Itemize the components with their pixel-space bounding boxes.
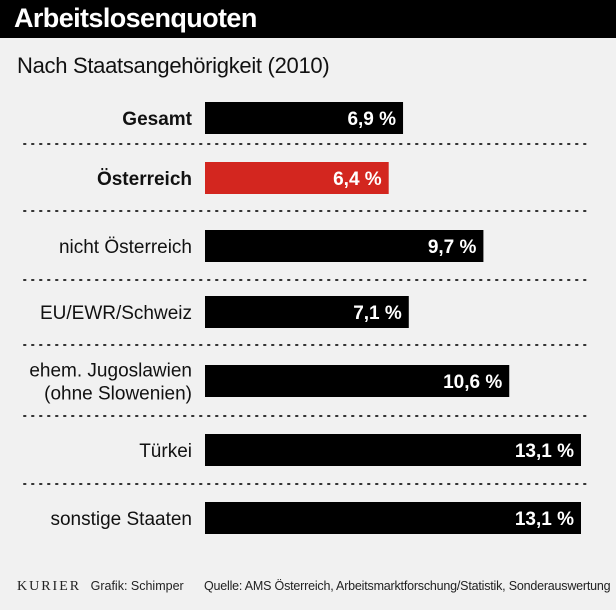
category-label: sonstige Staaten	[50, 509, 192, 530]
value-label: 7,1 %	[353, 303, 402, 324]
category-label: Österreich	[97, 169, 192, 190]
bar	[205, 162, 389, 194]
bar	[205, 365, 510, 397]
chart-subtitle: Nach Staatsangehörigkeit (2010)	[17, 53, 330, 78]
category-label: Türkei	[139, 441, 192, 462]
bar	[205, 102, 404, 134]
footer: KURIER Grafik: Schimper Quelle: AMS Öste…	[17, 579, 611, 595]
category-label: EU/EWR/Schweiz	[40, 303, 192, 324]
value-label: 6,9 %	[347, 109, 396, 130]
category-label: nicht Österreich	[59, 237, 192, 258]
value-label: 9,7 %	[428, 237, 477, 258]
source-note: Quelle: AMS Österreich, Arbeitsmarktfors…	[204, 579, 611, 593]
bar	[205, 502, 581, 534]
graphic-credit: Grafik: Schimper	[90, 579, 184, 593]
bar	[205, 296, 409, 328]
brand-logo: KURIER	[17, 579, 82, 594]
chart-title: Arbeitslosenquoten	[14, 3, 257, 33]
title-bar: Arbeitslosenquoten	[0, 0, 616, 38]
value-label: 10,6 %	[443, 372, 502, 393]
value-label: 13,1 %	[515, 441, 574, 462]
category-label: ehem. Jugoslawien (ohne Slowenien)	[29, 361, 192, 405]
value-label: 6,4 %	[333, 169, 382, 190]
category-label: Gesamt	[122, 109, 192, 130]
value-label: 13,1 %	[515, 509, 574, 530]
bar	[205, 434, 581, 466]
bar	[205, 230, 484, 262]
bar-chart: Gesamt 6,9 % Österreich 6,4 % nicht Österrei…	[23, 102, 591, 534]
